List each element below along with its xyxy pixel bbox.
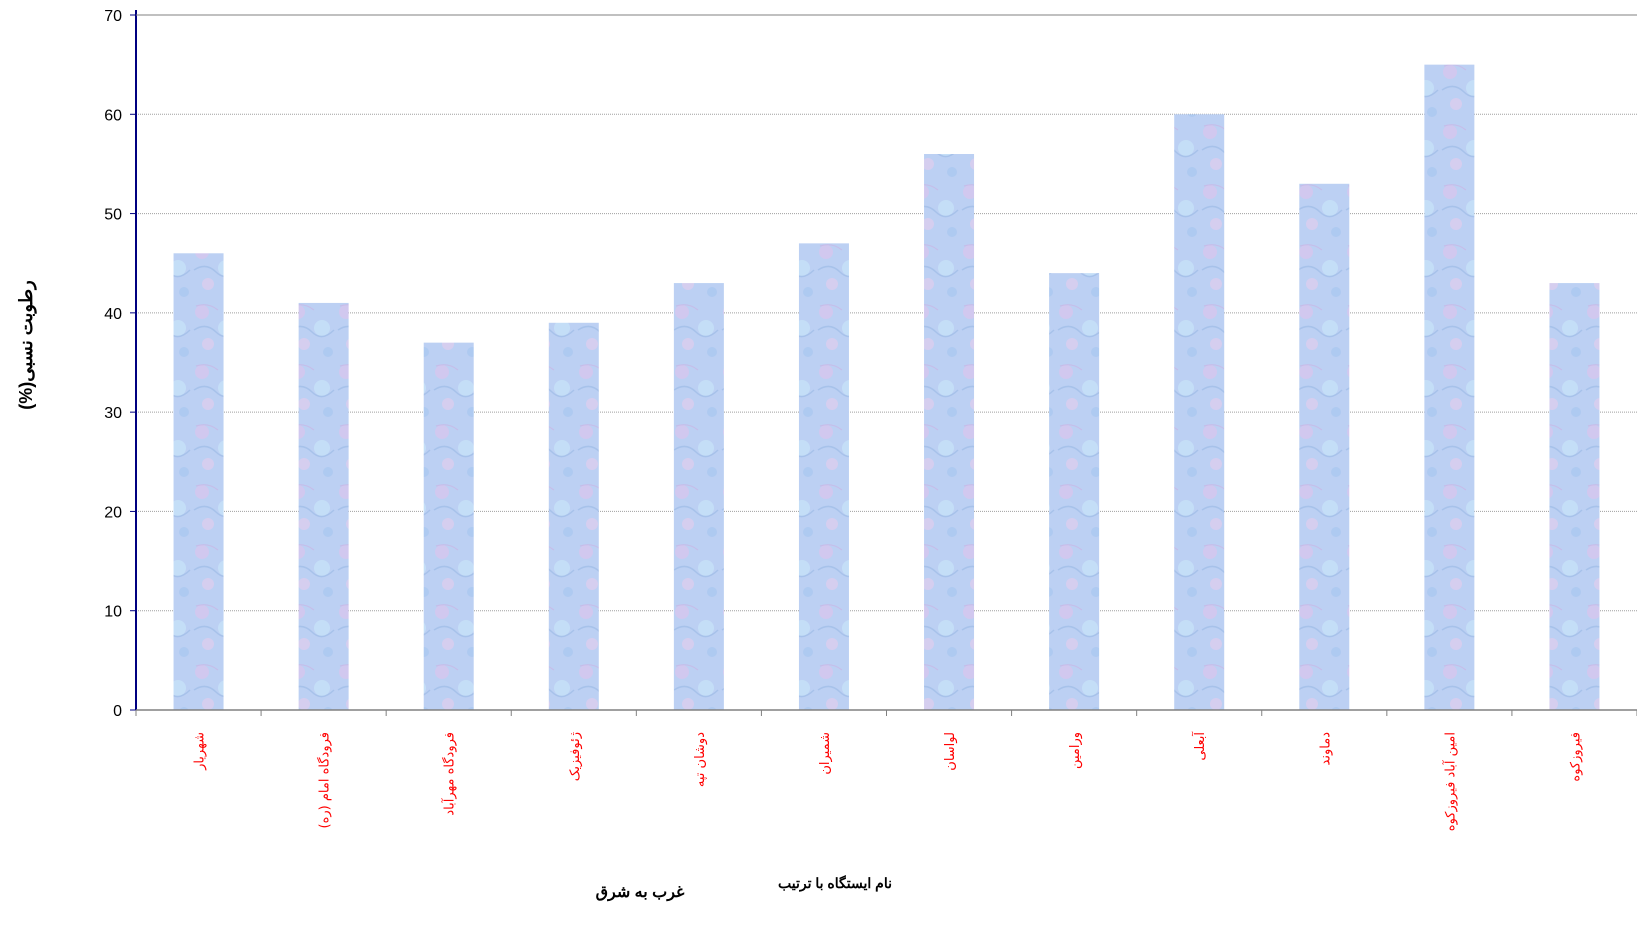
- y-tick-label: 10: [104, 604, 122, 621]
- bar: [1049, 273, 1100, 710]
- x-axis-label-secondary: غرب به شرق: [596, 884, 685, 902]
- y-tick-label: 20: [104, 504, 122, 521]
- x-tick-label: فیروزکوه: [1568, 732, 1583, 782]
- y-tick-label: 30: [104, 405, 122, 422]
- bar: [673, 283, 724, 710]
- bar: [423, 342, 474, 710]
- bar: [298, 302, 349, 710]
- y-tick-label: 70: [104, 8, 122, 25]
- x-tick-label: دوشان تپه: [693, 732, 708, 787]
- y-tick-label: 50: [104, 207, 122, 224]
- bar: [798, 243, 849, 710]
- x-tick-label: امین آباد فیروزکوه: [1441, 732, 1458, 831]
- y-tick-label: 60: [104, 107, 122, 124]
- bar: [924, 154, 975, 710]
- x-tick-label: آبعلی: [1191, 731, 1208, 761]
- x-tick-label: دماوند: [1318, 732, 1333, 766]
- bar: [173, 253, 224, 711]
- x-tick-label: شمیران: [818, 732, 833, 775]
- bar: [1549, 283, 1600, 710]
- x-tick-label: ورامین: [1068, 732, 1083, 769]
- x-tick-label: فرودگاه مهرآباد: [441, 732, 458, 816]
- x-tick-label: فرودگاه امام (ره): [317, 732, 333, 829]
- x-tick-label: شهریار: [193, 732, 208, 771]
- bar: [548, 322, 599, 710]
- y-tick-label: 0: [113, 703, 122, 720]
- x-axis-label: نام ایستگاه با ترتیب: [778, 875, 892, 892]
- bar: [1424, 64, 1475, 710]
- bar: [1299, 183, 1350, 711]
- x-tick-label: لواسان: [943, 732, 958, 771]
- x-tick-label: ژئوفیزیک: [568, 732, 583, 781]
- bar: [1174, 114, 1225, 711]
- y-axis-label: رطوبت نسبی(%): [16, 280, 37, 410]
- y-tick-label: 40: [104, 306, 122, 323]
